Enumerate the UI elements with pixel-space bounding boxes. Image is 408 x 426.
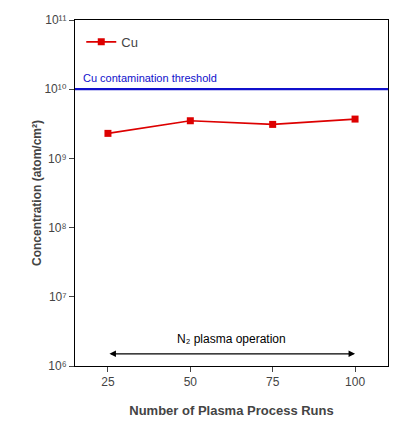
svg-text:Concentration (atom/cm²): Concentration (atom/cm²) — [30, 120, 44, 266]
svg-text:Cu: Cu — [121, 35, 138, 50]
svg-text:10⁷: 10⁷ — [49, 290, 67, 304]
svg-text:50: 50 — [184, 375, 198, 389]
svg-text:25: 25 — [101, 375, 115, 389]
svg-text:100: 100 — [345, 375, 365, 389]
svg-text:75: 75 — [266, 375, 280, 389]
svg-text:10¹¹: 10¹¹ — [45, 13, 66, 27]
svg-text:10⁸: 10⁸ — [48, 221, 66, 235]
svg-text:N₂ plasma operation: N₂ plasma operation — [177, 332, 286, 346]
svg-text:10⁹: 10⁹ — [48, 152, 67, 166]
svg-text:10¹⁰: 10¹⁰ — [44, 82, 66, 96]
svg-text:Number of Plasma Process Runs: Number of Plasma Process Runs — [129, 403, 333, 418]
svg-text:10⁶: 10⁶ — [48, 359, 66, 373]
svg-text:Cu contamination threshold: Cu contamination threshold — [83, 72, 217, 84]
